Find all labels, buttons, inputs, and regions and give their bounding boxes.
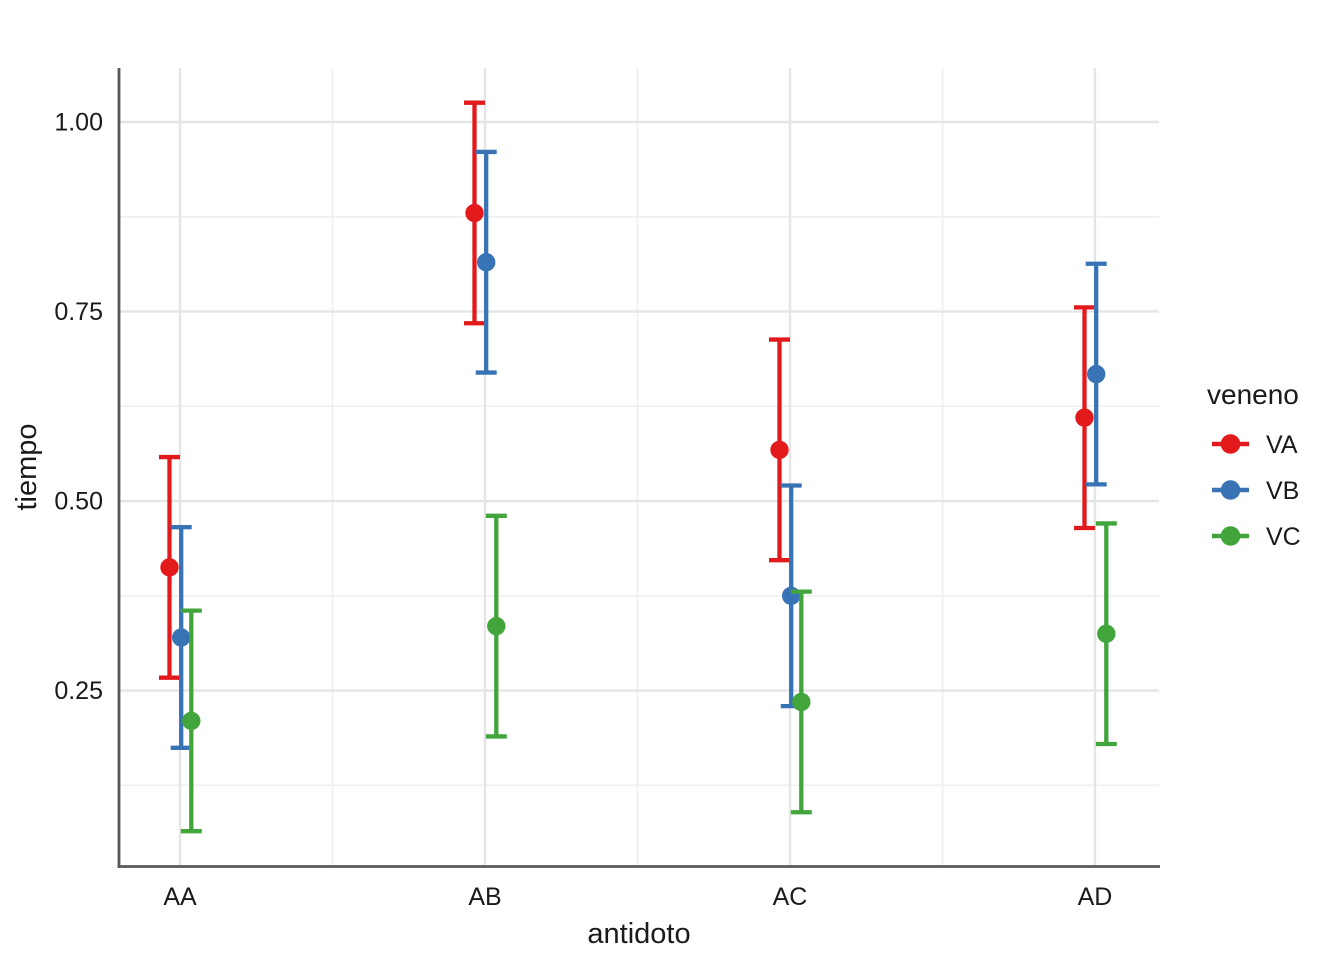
- grid-minor: [120, 68, 1159, 867]
- point-VA-AB: [465, 203, 484, 223]
- y-tick-label: 1.00: [54, 109, 103, 137]
- legend-key-dot-VB: [1220, 480, 1241, 500]
- point-VA-AD: [1075, 408, 1094, 427]
- grid-major: [120, 68, 1159, 867]
- legend-title: veneno: [1207, 379, 1299, 410]
- point-VC-AB: [487, 616, 506, 636]
- point-VC-AC: [792, 692, 811, 712]
- tick-labels: 0.25 0.50 0.75 1.00 AA AB AC AD: [54, 109, 1112, 912]
- point-VB-AC: [782, 586, 801, 606]
- x-tick-label: AC: [773, 883, 808, 911]
- x-tick-label: AA: [163, 883, 197, 911]
- point-VA-AA: [160, 558, 179, 577]
- y-tick-label: 0.25: [54, 677, 103, 705]
- axis-lines: [117, 68, 1160, 868]
- legend-key-dot-VA: [1220, 434, 1241, 454]
- legend-label-VB: VB: [1266, 477, 1299, 505]
- x-tick-label: AD: [1078, 883, 1113, 911]
- point-VB-AA: [172, 628, 191, 647]
- y-tick-label: 0.75: [54, 298, 103, 326]
- y-axis-title: tiempo: [11, 423, 43, 510]
- legend-key-dot-VC: [1220, 526, 1241, 546]
- point-VC-AA: [182, 711, 201, 731]
- legend-label-VC: VC: [1266, 523, 1301, 551]
- legend-label-VA: VA: [1266, 431, 1298, 459]
- point-VA-AC: [770, 440, 789, 460]
- data-marks: [159, 100, 1117, 834]
- x-axis-title: antidoto: [587, 918, 690, 950]
- legend: VA VB VC: [1212, 431, 1301, 551]
- x-tick-label: AB: [468, 883, 501, 911]
- y-tick-label: 0.50: [54, 488, 103, 516]
- point-VC-AD: [1097, 624, 1116, 643]
- point-VB-AD: [1087, 364, 1106, 384]
- point-VB-AB: [477, 253, 496, 272]
